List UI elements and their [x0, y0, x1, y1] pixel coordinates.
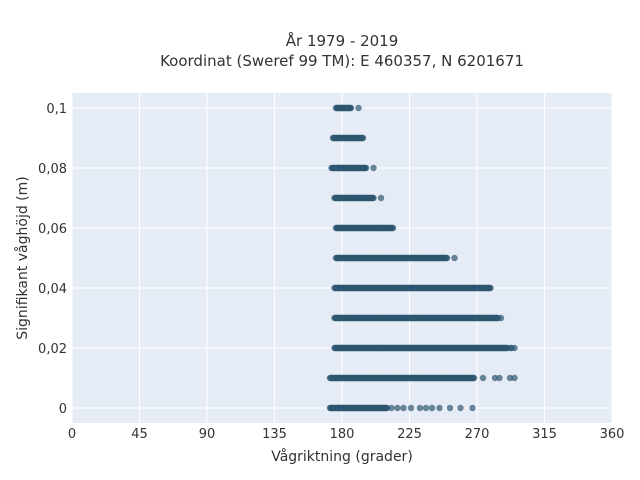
x-tick-label: 45: [131, 427, 148, 442]
x-tick-label: 135: [262, 427, 287, 442]
data-point: [436, 404, 443, 412]
data-point: [511, 374, 518, 382]
y-tick-label: 0,04: [38, 282, 67, 297]
y-tick-label: 0: [59, 402, 67, 417]
data-points: [326, 104, 518, 412]
data-point: [370, 164, 377, 172]
y-tick-label: 0,06: [38, 222, 67, 237]
data-point: [470, 374, 478, 382]
data-point: [422, 404, 430, 412]
data-point: [407, 404, 415, 412]
data-point: [388, 404, 395, 412]
data-point: [479, 374, 487, 382]
data-point: [428, 404, 436, 412]
data-point: [511, 344, 518, 352]
x-tick-label: 0: [68, 427, 76, 442]
data-point: [506, 374, 514, 382]
y-tick-labels: 0 0,02 0,04 0,06 0,08 0,1: [38, 102, 67, 417]
x-tick-label: 225: [397, 427, 422, 442]
x-tick-label: 90: [199, 427, 216, 442]
chart-title: År 1979 - 2019: [286, 31, 399, 50]
chart-subtitle: Koordinat (Sweref 99 TM): E 460357, N 62…: [160, 52, 524, 70]
y-tick-label: 0,02: [38, 342, 67, 357]
data-point: [347, 104, 355, 112]
data-point: [443, 254, 451, 262]
data-point: [496, 374, 503, 382]
x-tick-label: 270: [465, 427, 490, 442]
data-point: [497, 314, 505, 322]
data-point: [359, 134, 367, 142]
y-tick-label: 0,08: [38, 162, 67, 177]
x-axis-title: Vågriktning (grader): [271, 448, 413, 465]
data-point: [469, 404, 476, 412]
x-tick-label: 180: [330, 427, 355, 442]
data-point: [355, 104, 362, 112]
data-point: [370, 194, 377, 202]
data-point: [400, 404, 407, 412]
data-point: [491, 374, 499, 382]
data-point: [457, 404, 464, 412]
x-tick-labels: 0 45 90 135 180 225 270 315 360: [68, 427, 625, 442]
data-point: [383, 404, 391, 412]
x-tick-label: 315: [532, 427, 557, 442]
data-point: [394, 404, 401, 412]
data-point: [389, 224, 397, 232]
data-point: [362, 164, 370, 172]
x-tick-label: 360: [600, 427, 625, 442]
data-point: [446, 404, 454, 412]
data-point: [487, 284, 494, 292]
y-tick-label: 0,1: [46, 102, 67, 117]
data-point: [416, 404, 424, 412]
data-point: [377, 194, 385, 202]
y-axis-title: Signifikant våghöjd (m): [14, 176, 31, 339]
data-point: [451, 254, 458, 262]
